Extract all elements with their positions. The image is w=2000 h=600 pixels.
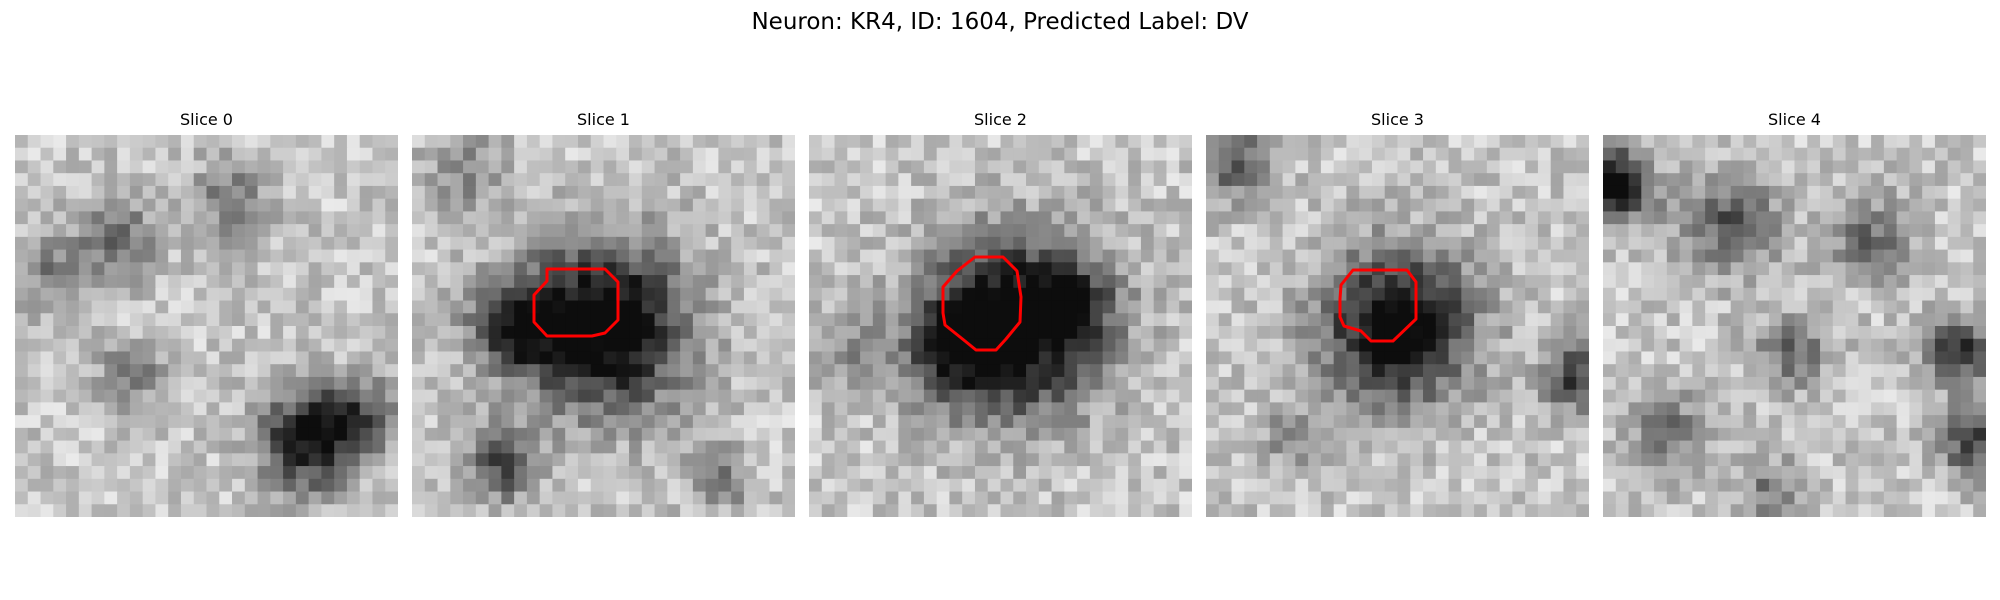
slice-title: Slice 4 (1768, 110, 1821, 129)
pixel-grid (809, 135, 1192, 517)
slice-title: Slice 1 (577, 110, 630, 129)
slice-panel-0: Slice 0 (15, 0, 398, 600)
neuron-contour (941, 255, 1023, 352)
slice-image (15, 135, 398, 517)
pixel-grid (1206, 135, 1589, 517)
slice-panel-4: Slice 4 (1603, 0, 1986, 600)
slice-title: Slice 2 (974, 110, 1027, 129)
slice-title: Slice 0 (180, 110, 233, 129)
pixel-grid (15, 135, 398, 517)
slice-panel-2: Slice 2 (809, 0, 1192, 600)
neuron-contour (532, 267, 620, 338)
pixel-grid (412, 135, 795, 517)
pixel-grid (1603, 135, 1986, 517)
slice-image (809, 135, 1192, 517)
slice-panel-3: Slice 3 (1206, 0, 1589, 600)
slice-title: Slice 3 (1371, 110, 1424, 129)
slice-image (1206, 135, 1589, 517)
slice-panel-1: Slice 1 (412, 0, 795, 600)
figure-title: Neuron: KR4, ID: 1604, Predicted Label: … (751, 9, 1249, 35)
neuron-contour (1338, 268, 1418, 343)
slice-image (412, 135, 795, 517)
slice-image (1603, 135, 1986, 517)
